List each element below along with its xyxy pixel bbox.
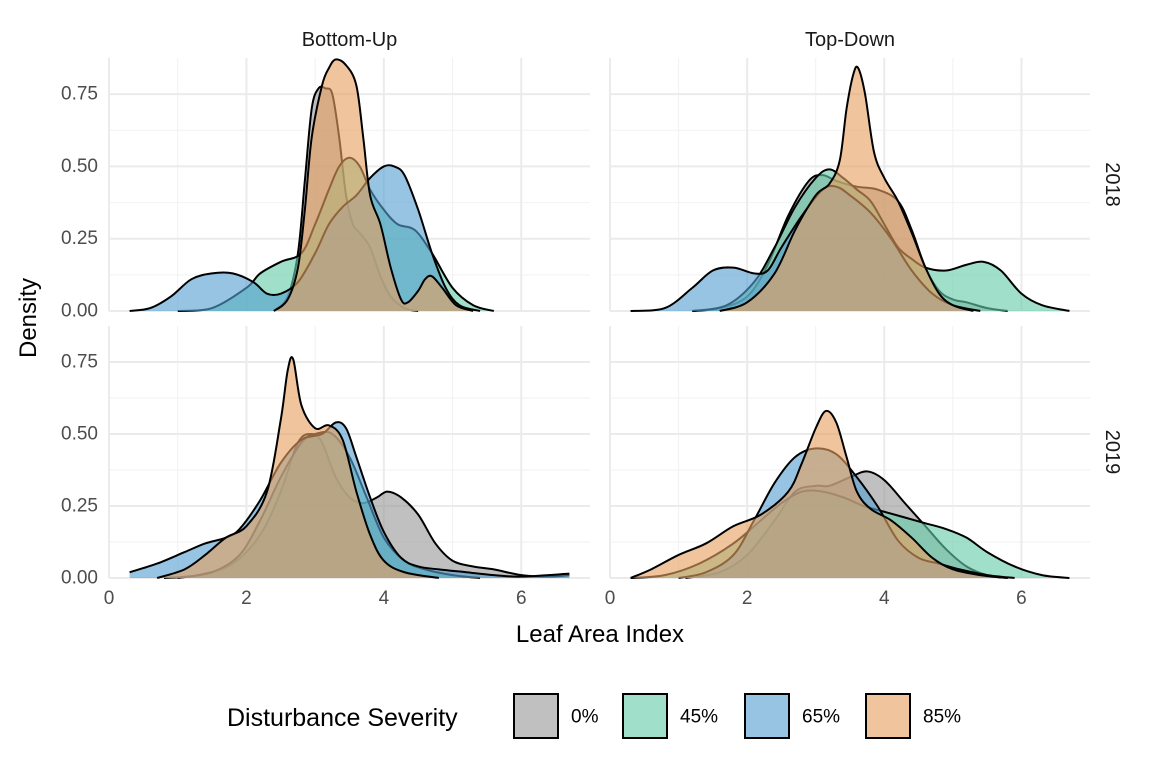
- density-area-85pct: [157, 357, 439, 578]
- x-tick-label: 2: [742, 588, 753, 609]
- x-tick-label: 4: [379, 588, 390, 609]
- density-area-85pct: [273, 59, 474, 311]
- facet-panel: [129, 58, 495, 312]
- density-line-85pct: [719, 65, 974, 312]
- x-tick-label: 6: [1016, 588, 1027, 609]
- y-tick-label: 0.75: [61, 352, 98, 373]
- legend-item: 85%: [865, 693, 961, 739]
- legend-key: [622, 693, 668, 739]
- density-line-85pct: [630, 409, 1008, 579]
- legend-label: 65%: [802, 707, 840, 728]
- y-tick-label: 0.75: [61, 84, 98, 105]
- x-tick-label: 2: [241, 588, 252, 609]
- x-axis-title: Leaf Area Index: [516, 621, 684, 648]
- x-tick-label: 0: [104, 588, 115, 609]
- legend-item: 65%: [744, 693, 840, 739]
- legend: Disturbance Severity 0% 45% 65% 85%: [227, 693, 961, 739]
- density-line-85pct: [273, 58, 474, 312]
- x-tick-label: 6: [516, 588, 527, 609]
- y-tick-label: 0.25: [61, 496, 98, 517]
- legend-label: 85%: [923, 707, 961, 728]
- legend-key: [865, 693, 911, 739]
- legend-title: Disturbance Severity: [227, 704, 458, 732]
- facet-strip-label: Bottom-Up: [302, 29, 398, 51]
- legend-label: 45%: [680, 707, 718, 728]
- facet-strip-label: 2018: [1101, 162, 1123, 207]
- legend-key: [513, 693, 559, 739]
- density-area-85pct: [630, 410, 1008, 578]
- legend-item: 0%: [513, 693, 599, 739]
- y-tick-label: 0.50: [61, 424, 98, 445]
- density-line-65pct: [129, 421, 570, 578]
- facet-panel: [129, 356, 570, 579]
- legend-item: 45%: [622, 693, 718, 739]
- y-tick-label: 0.00: [61, 301, 98, 322]
- x-tick-label: 4: [879, 588, 890, 609]
- legend-label: 0%: [571, 707, 599, 728]
- density-area-85pct: [719, 66, 974, 311]
- y-tick-label: 0.50: [61, 156, 98, 177]
- facet-panel: [630, 409, 1070, 579]
- x-tick-label: 0: [605, 588, 616, 609]
- facet-strip-label: Top-Down: [805, 29, 895, 51]
- y-tick-label: 0.00: [61, 568, 98, 589]
- facet-strip-label: 2019: [1101, 430, 1123, 475]
- y-axis-title: Density: [15, 278, 42, 358]
- density-line-85pct: [156, 356, 439, 579]
- legend-key: [744, 693, 790, 739]
- y-tick-label: 0.25: [61, 228, 98, 249]
- facet-panel: [630, 65, 1070, 312]
